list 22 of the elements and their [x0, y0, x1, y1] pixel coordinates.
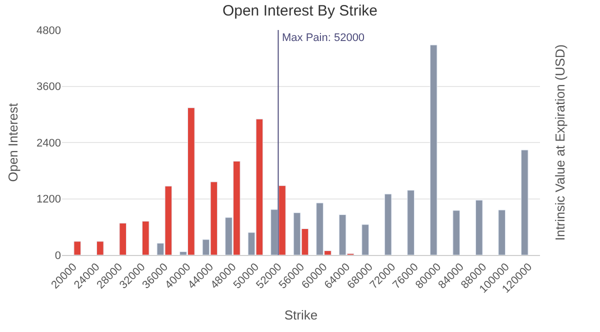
bar [119, 222, 127, 255]
bar [142, 221, 150, 255]
chart-title: Open Interest By Strike [222, 2, 378, 20]
y-tick-label: 2400 [36, 137, 61, 150]
y2-axis-title: Intrinsic Value at Expiration (USD) [552, 44, 568, 241]
bar [407, 190, 414, 255]
bar [452, 210, 460, 255]
bar [520, 150, 528, 255]
y-tick-label: 3600 [36, 81, 61, 94]
bar [498, 210, 506, 255]
x-axis-title: Strike [284, 307, 318, 322]
bar [475, 200, 483, 255]
y-tick-label: 1200 [36, 194, 61, 206]
y-tick-label: 0 [54, 250, 61, 262]
bar [362, 224, 369, 255]
y-tick-label: 4800 [36, 24, 61, 37]
bar [384, 194, 392, 255]
ref-line-label: Max Pain: 52000 [282, 32, 365, 44]
bar [430, 44, 438, 255]
bar [96, 241, 104, 255]
bar [74, 241, 82, 255]
y-axis-title: Open Interest [5, 102, 20, 182]
